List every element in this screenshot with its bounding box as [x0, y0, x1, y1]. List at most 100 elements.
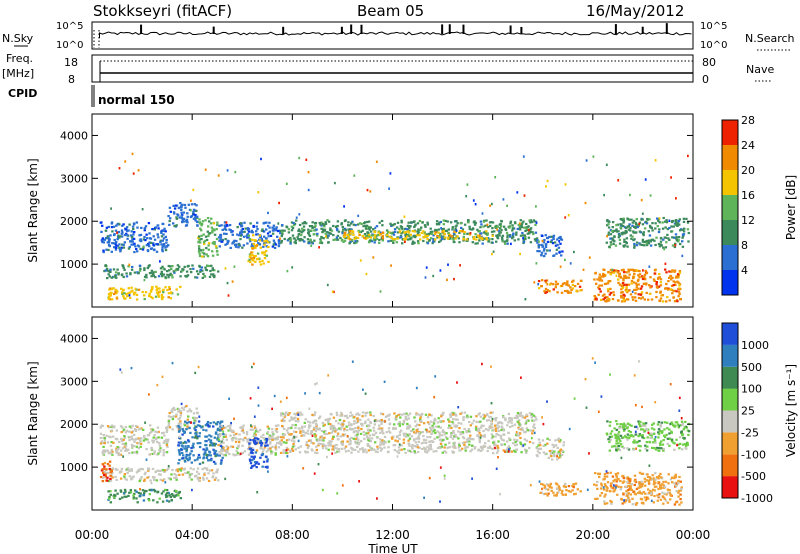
echo-cell: [327, 241, 330, 244]
echo-cell: [555, 248, 559, 251]
echo-cell: [639, 420, 642, 423]
echo-cell: [625, 283, 628, 286]
echo-cell: [261, 251, 264, 254]
echo-cell: [294, 416, 297, 419]
echo-cell: [457, 442, 461, 445]
echo-cell: [127, 292, 130, 295]
echo-cell: [184, 441, 188, 444]
echo-cell: [366, 231, 369, 234]
echo-cell: [686, 221, 690, 224]
echo-cell: [100, 424, 103, 427]
echo-cell: [610, 435, 614, 438]
echo-cell: [114, 248, 118, 251]
echo-cell: [194, 436, 197, 439]
echo-cell: [328, 440, 331, 443]
echo-cell: [197, 476, 200, 479]
echo-cell: [639, 293, 642, 296]
echo-cell: [569, 291, 572, 294]
echo-cell: [369, 236, 373, 239]
echo-cell: [463, 441, 466, 444]
echo-cell: [504, 419, 507, 422]
echo-cell: [213, 449, 216, 452]
echo-cell: [402, 419, 406, 422]
echo-cell: [410, 446, 414, 449]
echo-cell: [136, 250, 139, 253]
echo-cell: [622, 447, 626, 450]
echo-cell: [235, 243, 238, 246]
echo-point: [285, 182, 288, 185]
echo-cell: [314, 222, 317, 225]
echo-cell: [393, 228, 397, 231]
echo-cell: [219, 444, 223, 447]
echo-cell: [675, 482, 678, 485]
echo-cell: [175, 476, 178, 479]
echo-cell: [320, 221, 323, 224]
echo-cell: [355, 241, 358, 244]
echo-cell: [127, 448, 130, 451]
echo-cell: [215, 246, 218, 249]
echo-cell: [161, 248, 164, 251]
echo-cell: [417, 242, 420, 245]
echo-cell: [479, 226, 482, 229]
echo-point: [533, 281, 536, 284]
echo-cell: [638, 230, 642, 233]
echo-cell: [387, 418, 391, 421]
echo-cell: [290, 418, 293, 421]
echo-cell: [429, 237, 433, 240]
echo-cell: [145, 244, 149, 247]
echo-cell: [172, 406, 176, 409]
echo-cell: [435, 229, 439, 232]
echo-cell: [317, 444, 320, 447]
echo-cell: [293, 412, 296, 415]
echo-cell: [261, 239, 264, 242]
echo-cell: [128, 469, 131, 473]
echo-cell: [256, 440, 260, 443]
echo-cell: [656, 494, 659, 497]
echo-cell: [179, 428, 183, 431]
echo-cell: [372, 228, 375, 231]
echo-cell: [615, 269, 618, 272]
echo-cell: [227, 429, 230, 432]
echo-cell: [415, 437, 419, 440]
echo-point: [523, 194, 526, 197]
echo-cell: [550, 486, 553, 489]
echo-cell: [299, 430, 302, 433]
echo-cell: [349, 442, 352, 445]
echo-cell: [630, 488, 633, 492]
echo-cell: [437, 228, 441, 231]
echo-cell: [632, 275, 635, 278]
echo-cell: [616, 423, 619, 426]
echo-cell: [668, 270, 671, 273]
echo-cell: [118, 453, 121, 456]
echo-cell: [289, 449, 292, 452]
echo-cell: [622, 480, 626, 483]
echo-cell: [167, 467, 170, 470]
echo-cell: [682, 230, 686, 233]
echo-cell: [671, 276, 674, 279]
echo-cell: [476, 434, 479, 437]
echo-cell: [182, 441, 185, 444]
echo-cell: [449, 415, 453, 418]
echo-cell: [332, 430, 335, 433]
echo-point: [559, 265, 562, 268]
echo-cell: [413, 220, 416, 223]
echo-cell: [645, 240, 648, 243]
echo-cell: [569, 286, 572, 289]
echo-cell: [659, 484, 662, 487]
echo-cell: [298, 223, 302, 227]
echo-cell: [162, 449, 165, 452]
echo-cell: [152, 271, 155, 274]
echo-cell: [357, 443, 360, 446]
echo-cell: [219, 433, 223, 436]
echo-cell: [467, 428, 471, 431]
echo-cell: [621, 233, 624, 236]
echo-cell: [615, 229, 618, 232]
echo-cell: [123, 488, 127, 491]
echo-cell: [525, 414, 529, 418]
echo-cell: [458, 230, 462, 233]
echo-cell: [434, 431, 437, 435]
echo-cell: [140, 427, 143, 430]
echo-cell: [272, 433, 275, 436]
echo-cell: [491, 238, 494, 241]
echo-cell: [472, 419, 476, 422]
